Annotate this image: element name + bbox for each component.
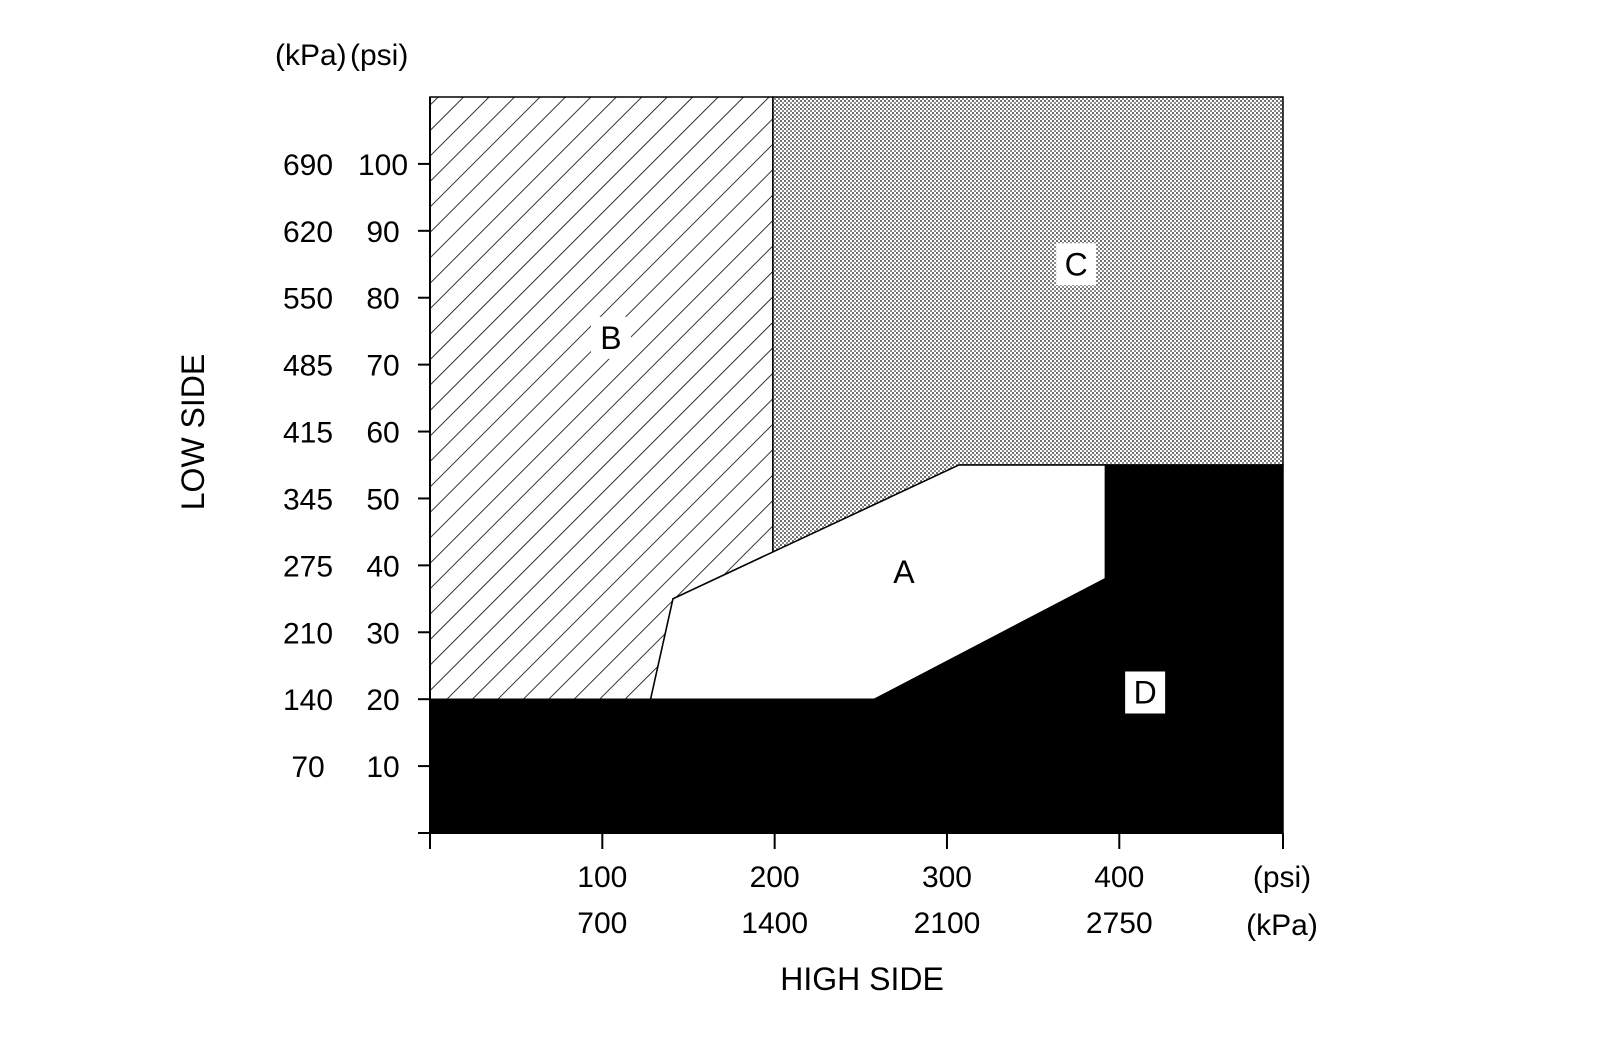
x-tick-label-kpa: 2750 (1086, 907, 1153, 940)
y-tick-label-kpa: 690 (283, 149, 333, 182)
region-c-label-text: C (1065, 246, 1088, 282)
y-tick-label-kpa: 140 (283, 684, 333, 717)
x-axis-unit-psi: (psi) (1253, 861, 1311, 894)
x-tick-label-psi: 200 (750, 861, 800, 894)
y-axis-unit-psi: (psi) (350, 39, 408, 72)
y-tick-label-psi: 70 (366, 350, 399, 383)
y-tick-label-kpa: 485 (283, 350, 333, 383)
y-tick-label-psi: 80 (366, 283, 399, 316)
region-c-label: C (1056, 243, 1097, 286)
y-axis-unit-kpa: (kPa) (275, 39, 347, 72)
region-a-label: A (883, 551, 924, 594)
y-tick-label-psi: 20 (366, 684, 399, 717)
y-tick-label-psi: 10 (366, 751, 399, 784)
region-b-label-text: B (600, 320, 621, 356)
y-tick-label-psi: 50 (366, 483, 399, 516)
y-tick-label-psi: 30 (366, 617, 399, 650)
y-tick-label-kpa: 345 (283, 483, 333, 516)
y-tick-label-kpa: 550 (283, 283, 333, 316)
x-tick-label-kpa: 1400 (741, 907, 808, 940)
region-d-label: D (1125, 671, 1166, 714)
y-tick-label-kpa: 70 (291, 751, 324, 784)
y-tick-label-psi: 60 (366, 417, 399, 450)
y-axis-title: LOW SIDE (175, 354, 211, 510)
x-tick-label-kpa: 700 (577, 907, 627, 940)
y-tick-label-psi: 40 (366, 550, 399, 583)
x-axis-title: HIGH SIDE (780, 961, 944, 997)
y-tick-label-kpa: 210 (283, 617, 333, 650)
region-labels-layer: B C A D (590, 243, 1166, 714)
y-tick-label-psi: 90 (366, 216, 399, 249)
x-tick-label-psi: 100 (577, 861, 627, 894)
axes-layer: 70 10 140 20 210 30 275 40 345 50 415 60 485 70 550 80 6… (283, 97, 1284, 940)
x-tick-label-psi: 300 (922, 861, 972, 894)
y-tick-label-kpa: 415 (283, 417, 333, 450)
y-tick-label-kpa: 620 (283, 216, 333, 249)
y-tick-label-kpa: 275 (283, 550, 333, 583)
region-layer (429, 96, 1284, 834)
region-b-label: B (590, 316, 631, 359)
y-tick-label-psi: 100 (358, 149, 408, 182)
x-tick-label-kpa: 2100 (914, 907, 981, 940)
region-d-label-text: D (1134, 674, 1157, 710)
region-d (429, 464, 1284, 834)
region-a-label-text: A (893, 554, 915, 590)
x-axis-unit-kpa: (kPa) (1246, 909, 1318, 942)
x-tick-label-psi: 400 (1094, 861, 1144, 894)
